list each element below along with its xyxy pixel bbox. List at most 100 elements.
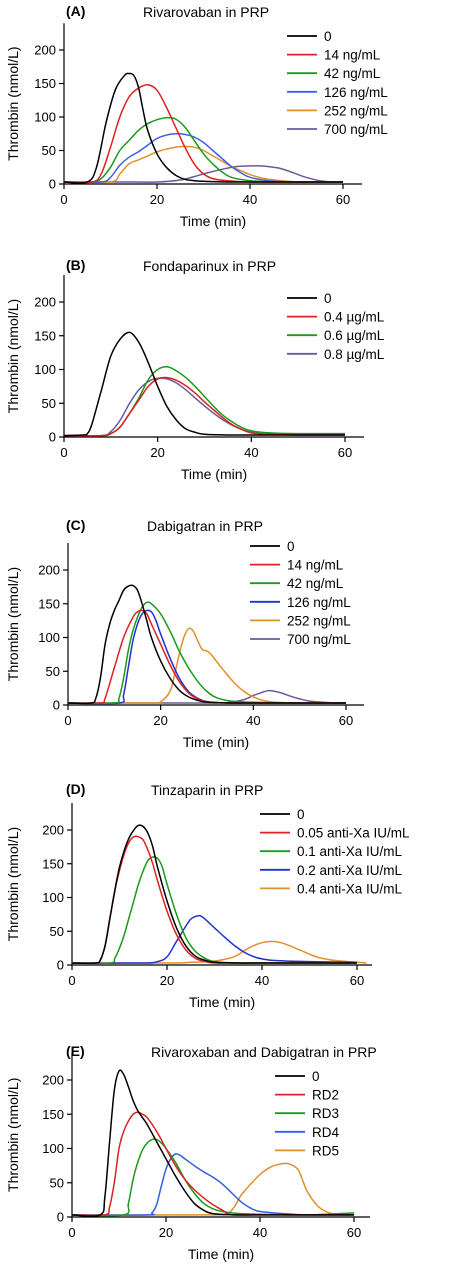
- y-tick-label: 100: [42, 1141, 64, 1156]
- y-axis-label: Thrombin (nmol/L): [5, 567, 21, 681]
- chart-panel: (D) Tinzaparin in PRP 0 50 100 150 200 0 20 40 60 T…: [5, 781, 410, 1010]
- series-lines: [63, 72, 344, 184]
- y-tick-label: 100: [38, 630, 60, 645]
- y-tick-label: 100: [42, 890, 64, 905]
- panel-label: (A): [66, 3, 85, 19]
- y-tick-label: 0: [57, 1210, 64, 1225]
- x-tick-label: 0: [68, 973, 75, 988]
- y-tick-label: 0: [53, 698, 60, 713]
- legend-label: 42 ng/mL: [287, 576, 344, 591]
- legend-label: 0.2 anti-Xa IU/mL: [297, 863, 403, 878]
- y-tick-label: 150: [38, 596, 60, 611]
- x-axis-label: Time (min): [183, 734, 249, 750]
- series-line: [67, 627, 347, 704]
- series-line: [63, 145, 344, 184]
- legend: 0 14 ng/mL 42 ng/mL 126 ng/mL 252 ng/mL 700 n…: [250, 539, 351, 647]
- x-tick-label: 0: [68, 1225, 75, 1240]
- x-tick-label: 40: [244, 445, 258, 460]
- series-line: [71, 824, 357, 964]
- legend-label: 252 ng/mL: [287, 613, 351, 628]
- legend-label: 0.6 µg/mL: [324, 328, 385, 343]
- y-tick-label: 50: [46, 664, 60, 679]
- y-tick-label: 150: [42, 856, 64, 871]
- series-line: [63, 377, 346, 437]
- series-line: [71, 1138, 355, 1217]
- series-line: [63, 84, 344, 184]
- legend-label: 252 ng/mL: [324, 103, 388, 118]
- y-tick-label: 100: [34, 362, 56, 377]
- panel-label: (D): [66, 781, 85, 797]
- series-line: [67, 584, 346, 705]
- y-tick-label: 200: [42, 823, 64, 838]
- legend-label: 42 ng/mL: [324, 66, 381, 81]
- x-tick-label: 60: [350, 973, 364, 988]
- series-line: [71, 1069, 354, 1218]
- x-tick-label: 40: [255, 973, 269, 988]
- y-tick-label: 50: [50, 1175, 64, 1190]
- legend-label: RD3: [312, 1106, 339, 1121]
- series-line: [63, 72, 344, 184]
- y-tick-label: 200: [42, 1073, 64, 1088]
- series-line: [71, 1153, 355, 1216]
- y-axis-label: Thrombin (nmol/L): [5, 827, 21, 941]
- x-tick-label: 0: [60, 192, 67, 207]
- x-tick-label: 40: [246, 713, 260, 728]
- legend-label: 0: [324, 29, 332, 44]
- legend-label: 126 ng/mL: [324, 85, 388, 100]
- chart-title: Dabigatran in PRP: [147, 518, 263, 534]
- panel-label: (B): [66, 257, 85, 273]
- y-tick-label: 50: [42, 396, 56, 411]
- x-tick-label: 20: [159, 1225, 173, 1240]
- y-tick-label: 50: [42, 143, 56, 158]
- x-axis-label: Time (min): [180, 213, 246, 229]
- x-tick-label: 60: [338, 445, 352, 460]
- x-tick-label: 60: [339, 713, 353, 728]
- series-line: [64, 165, 344, 183]
- y-tick-label: 0: [49, 177, 56, 192]
- legend-label: 14 ng/mL: [324, 48, 381, 63]
- y-tick-label: 200: [38, 563, 60, 578]
- legend-label: 0.05 anti-Xa IU/mL: [297, 826, 410, 841]
- legend-label: RD4: [312, 1125, 339, 1140]
- y-tick-label: 150: [34, 328, 56, 343]
- legend-label: 0.1 anti-Xa IU/mL: [297, 844, 403, 859]
- y-tick-label: 200: [34, 43, 56, 58]
- y-tick-label: 150: [34, 76, 56, 91]
- legend-label: RD5: [312, 1143, 339, 1158]
- chart-title: Rivaroxaban and Dabigatran in PRP: [151, 1044, 377, 1060]
- legend-label: 0.4 anti-Xa IU/mL: [297, 881, 403, 896]
- legend-label: 0: [324, 291, 332, 306]
- series-line: [67, 601, 347, 705]
- series-line: [63, 331, 345, 437]
- legend-label: 700 ng/mL: [287, 632, 351, 647]
- series-line: [71, 1162, 355, 1216]
- x-tick-label: 40: [253, 1225, 267, 1240]
- x-tick-label: 20: [160, 973, 174, 988]
- legend-label: 14 ng/mL: [287, 558, 344, 573]
- y-axis-label: Thrombin (nmol/L): [5, 46, 21, 160]
- legend-label: 126 ng/mL: [287, 595, 351, 610]
- x-axis-label: Time (min): [189, 994, 255, 1010]
- chart-title: Rivarovaban in PRP: [143, 4, 269, 20]
- series-line: [71, 940, 367, 964]
- series-line: [63, 376, 346, 437]
- legend-label: 0: [297, 807, 305, 822]
- series-lines: [71, 824, 367, 965]
- x-axis-label: Time (min): [181, 466, 247, 482]
- x-tick-label: 20: [153, 713, 167, 728]
- chart-panel: (E) Rivaroxaban and Dabigatran in PRP 0 50 1…: [5, 1043, 377, 1262]
- x-tick-label: 20: [150, 192, 164, 207]
- chart-panel: (A) Rivarovaban in PRP 0 50 100 150 200 0 20 40 60…: [5, 3, 388, 229]
- series-line: [63, 132, 344, 184]
- y-tick-label: 50: [50, 924, 64, 939]
- legend: 0 14 ng/mL 42 ng/mL 126 ng/mL 252 ng/mL 700 n…: [287, 29, 388, 137]
- x-tick-label: 60: [336, 192, 350, 207]
- y-tick-label: 150: [42, 1107, 64, 1122]
- legend: 0 RD2 RD3 RD4 RD5: [275, 1069, 339, 1158]
- y-axis-label: Thrombin (nmol/L): [5, 1078, 21, 1192]
- x-tick-label: 0: [60, 445, 67, 460]
- chart-panel: (B) Fondaparinux in PRP 0 50 100 150 200 0 20 40 6…: [5, 257, 385, 482]
- x-tick-label: 20: [150, 445, 164, 460]
- y-tick-label: 100: [34, 110, 56, 125]
